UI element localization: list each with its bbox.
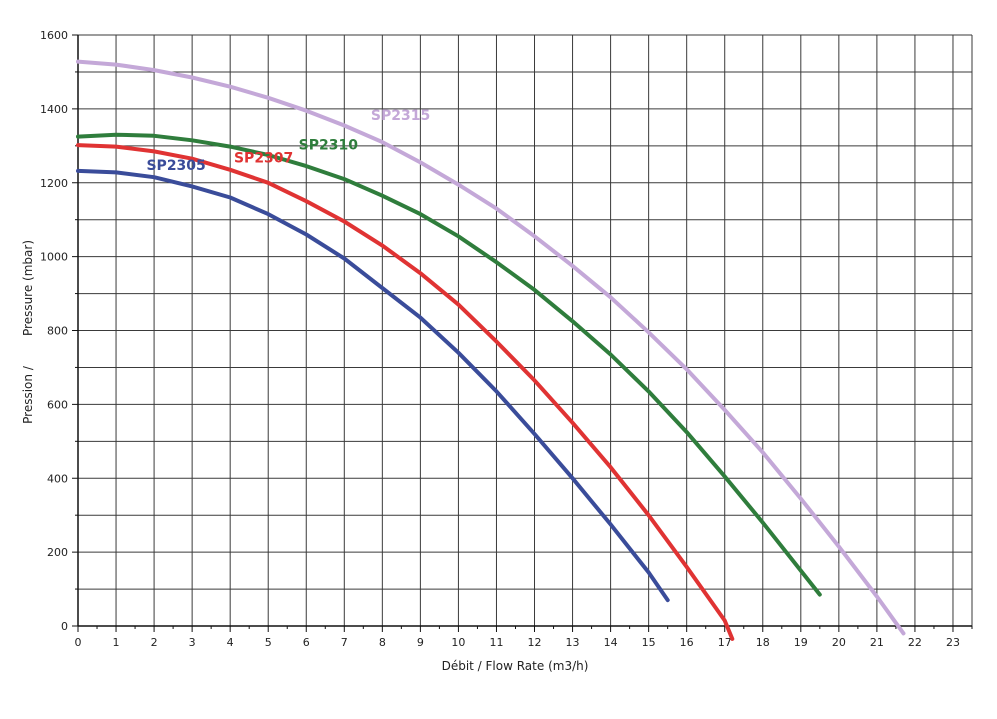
x-tick-label-16: 16 — [680, 636, 694, 649]
x-tick-label-8: 8 — [379, 636, 386, 649]
x-tick-label-15: 15 — [642, 636, 656, 649]
x-tick-labels: 0 1 2 3 4 5 6 7 8 9 10 11 12 13 14 15 16 17 18 19 20 21 22 23 — [75, 636, 960, 649]
x-tick-label-4: 4 — [227, 636, 234, 649]
y-axis-label-prefix: Pression / — [21, 365, 35, 424]
y-tick-label-6: 1200 — [40, 177, 68, 190]
y-tick-label-7: 1400 — [40, 103, 68, 116]
x-tick-label-11: 11 — [489, 636, 503, 649]
series-label-sp2310: SP2310 — [299, 138, 359, 154]
x-tick-label-6: 6 — [303, 636, 310, 649]
series-line-sp2307 — [76, 143, 735, 641]
x-tick-label-5: 5 — [265, 636, 272, 649]
x-tick-label-1: 1 — [113, 636, 120, 649]
y-tick-label-3: 600 — [47, 398, 68, 411]
y-tick-label-2: 400 — [47, 472, 68, 485]
x-tick-label-2: 2 — [151, 636, 158, 649]
x-axis-label: Débit / Flow Rate (m3/h) — [442, 659, 589, 673]
x-tick-label-10: 10 — [451, 636, 465, 649]
y-tick-label-1: 200 — [47, 546, 68, 559]
x-tick-label-23: 23 — [946, 636, 960, 649]
x-tick-label-20: 20 — [832, 636, 846, 649]
x-tick-label-13: 13 — [566, 636, 580, 649]
y-axis-label: Pressure (mbar) — [21, 240, 35, 336]
x-tick-label-18: 18 — [756, 636, 770, 649]
y-tick-label-4: 800 — [47, 325, 68, 338]
y-tick-labels: 0 200 400 600 800 1000 1200 1400 1600 — [40, 29, 68, 633]
series-labels: SP2305 SP2307 SP2310 SP2315 — [146, 108, 430, 174]
x-tick-label-14: 14 — [604, 636, 618, 649]
series-label-sp2307: SP2307 — [234, 150, 293, 166]
x-tick-label-17: 17 — [718, 636, 732, 649]
series-label-sp2305: SP2305 — [146, 158, 205, 174]
series-line-sp2310 — [76, 132, 822, 597]
y-tick-label-0: 0 — [61, 620, 68, 633]
axes — [72, 34, 973, 632]
x-tick-label-0: 0 — [75, 636, 82, 649]
y-tick-label-8: 1600 — [40, 29, 68, 42]
x-tick-label-3: 3 — [189, 636, 196, 649]
y-tick-label-5: 1000 — [40, 251, 68, 264]
x-tick-label-7: 7 — [341, 636, 348, 649]
series-label-sp2315: SP2315 — [371, 108, 430, 124]
x-tick-label-12: 12 — [528, 636, 542, 649]
x-tick-label-21: 21 — [870, 636, 884, 649]
series-line-sp2305 — [76, 168, 670, 603]
series-lines — [76, 59, 906, 641]
x-tick-label-9: 9 — [417, 636, 424, 649]
x-tick-label-19: 19 — [794, 636, 808, 649]
series-line-sp2315 — [76, 59, 906, 636]
x-tick-label-22: 22 — [908, 636, 922, 649]
